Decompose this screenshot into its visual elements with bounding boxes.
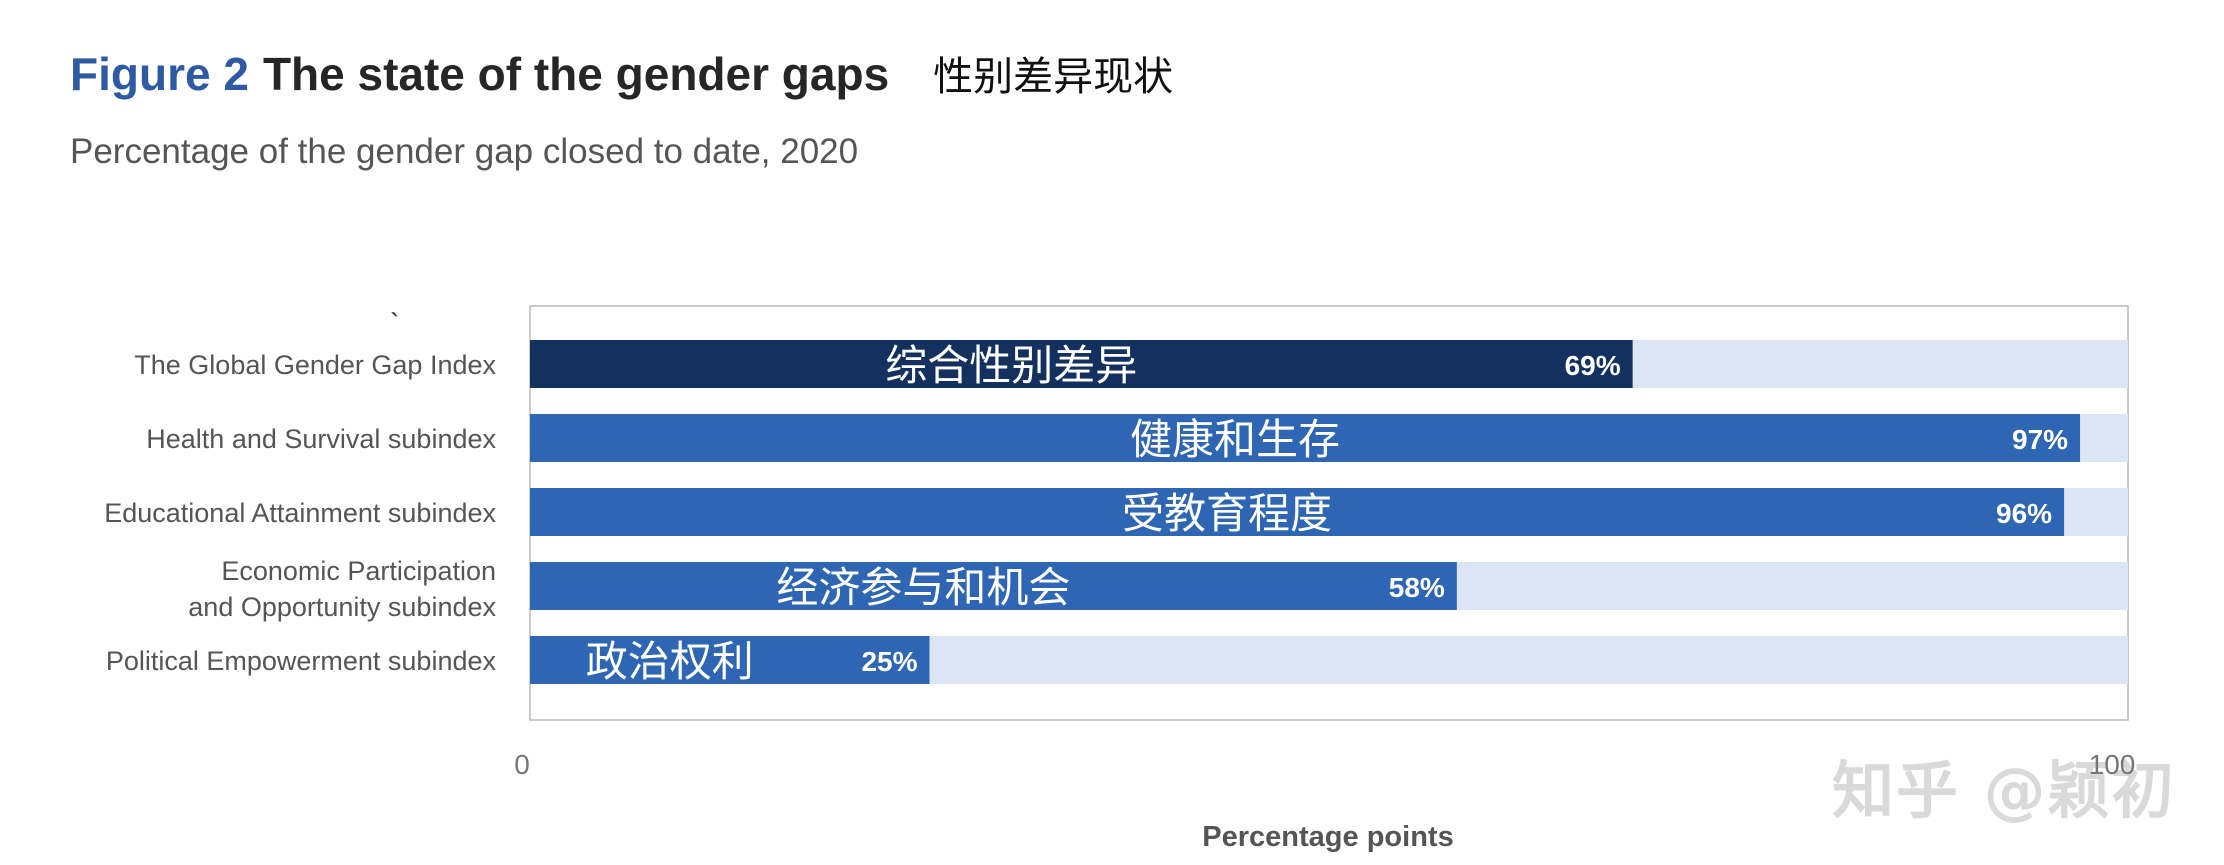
- stray-mark: `: [390, 308, 400, 339]
- figure-title: The state of the gender gaps: [262, 48, 890, 100]
- x-axis-label: Percentage points: [1202, 821, 1453, 853]
- bar-value-label: 25%: [861, 646, 917, 677]
- bar-value-label: 58%: [1389, 572, 1445, 603]
- category-label: Economic Participation: [221, 556, 496, 586]
- bar-annotation: 政治权利: [586, 637, 754, 686]
- watermark: 知乎 @颖初: [1832, 754, 2176, 827]
- bar-value-label: 96%: [1996, 498, 2052, 529]
- bar-annotation: 受教育程度: [1122, 489, 1332, 538]
- bar-value-label: 69%: [1565, 350, 1621, 381]
- figure-subtitle: Percentage of the gender gap closed to d…: [70, 132, 859, 171]
- figure-title-row: Figure 2 The state of the gender gaps 性别…: [70, 44, 1173, 104]
- bar-value-label: 97%: [2012, 424, 2068, 455]
- category-label: Political Empowerment subindex: [106, 646, 497, 676]
- bar-annotation: 经济参与和机会: [776, 563, 1070, 612]
- bar: [530, 562, 1457, 610]
- category-label: Educational Attainment subindex: [104, 498, 496, 528]
- category-label: The Global Gender Gap Index: [134, 350, 496, 380]
- figure-label: Figure 2: [70, 48, 249, 100]
- bar-annotation: 综合性别差异: [885, 341, 1137, 390]
- bar: [530, 636, 930, 684]
- bar: [530, 414, 2081, 462]
- figure-annotation: 性别差异现状: [933, 54, 1174, 100]
- bar-annotation: 健康和生存: [1130, 415, 1340, 464]
- category-label: and Opportunity subindex: [188, 592, 496, 622]
- x-tick-label: 100: [2089, 749, 2136, 780]
- bar: [530, 488, 2065, 536]
- x-tick-label: 0: [514, 749, 530, 780]
- bar: [530, 340, 1633, 388]
- category-label: Health and Survival subindex: [146, 424, 496, 454]
